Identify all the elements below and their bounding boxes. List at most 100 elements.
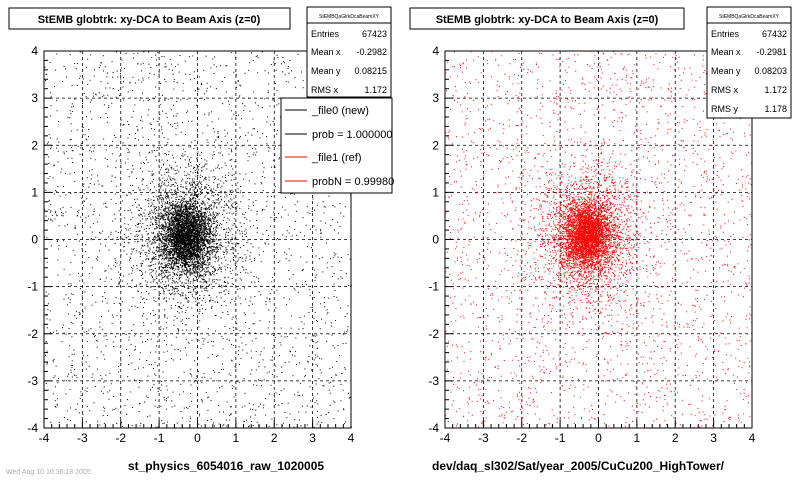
scatter-point [164, 63, 166, 65]
scatter-point [344, 316, 346, 318]
scatter-point [160, 273, 162, 275]
scatter-point [313, 317, 315, 319]
scatter-point [182, 230, 184, 232]
scatter-point [211, 305, 213, 307]
scatter-point [182, 213, 184, 215]
scatter-point [266, 200, 268, 202]
scatter-point [118, 281, 120, 283]
scatter-point [246, 218, 248, 220]
scatter-point [319, 328, 321, 330]
scatter-point [83, 331, 85, 333]
scatter-point [179, 233, 181, 235]
scatter-point [56, 241, 58, 243]
scatter-point [147, 375, 149, 377]
scatter-point [166, 252, 168, 254]
scatter-point [316, 365, 318, 367]
scatter-point [174, 161, 176, 163]
scatter-point [79, 313, 81, 315]
scatter-point [177, 290, 179, 292]
scatter-point [283, 297, 285, 299]
scatter-point [209, 234, 211, 236]
scatter-point [231, 242, 233, 244]
scatter-point [193, 71, 195, 73]
scatter-point [340, 307, 342, 309]
scatter-point [163, 225, 165, 227]
scatter-point [269, 124, 271, 126]
scatter-point [226, 338, 228, 340]
scatter-point [195, 377, 197, 379]
scatter-point [220, 196, 222, 198]
scatter-point [222, 154, 224, 156]
scatter-point [150, 188, 152, 190]
scatter-point [190, 211, 192, 213]
scatter-point [111, 314, 113, 316]
scatter-point [189, 79, 191, 81]
scatter-point [77, 145, 79, 147]
scatter-point [176, 227, 178, 229]
scatter-point [147, 114, 149, 116]
scatter-point [194, 166, 196, 168]
scatter-point [178, 211, 180, 213]
scatter-point [223, 252, 225, 254]
scatter-point [46, 350, 48, 352]
scatter-point [231, 248, 233, 250]
scatter-point [340, 269, 342, 271]
scatter-point [185, 338, 187, 340]
scatter-point [57, 161, 59, 163]
scatter-point [155, 206, 157, 208]
scatter-point [274, 365, 276, 367]
scatter-point [171, 344, 173, 346]
scatter-point [181, 294, 183, 296]
scatter-point [208, 251, 210, 253]
scatter-point [137, 130, 139, 132]
scatter-point [216, 272, 218, 274]
scatter-point [188, 247, 190, 249]
scatter-point [169, 219, 171, 221]
scatter-point [178, 250, 180, 252]
scatter-point [83, 355, 85, 357]
scatter-point [252, 246, 254, 248]
scatter-point [130, 233, 132, 235]
scatter-point [197, 195, 199, 197]
scatter-point [123, 246, 125, 248]
scatter-point [172, 207, 174, 209]
scatter-point [149, 212, 151, 214]
scatter-point [54, 400, 56, 402]
scatter-point [147, 258, 149, 260]
scatter-point [93, 208, 95, 210]
scatter-point [279, 260, 281, 262]
scatter-point [322, 201, 324, 203]
scatter-point [104, 66, 106, 68]
scatter-point [240, 357, 242, 359]
scatter-point [192, 249, 194, 251]
scatter-point [183, 192, 185, 194]
scatter-point [312, 306, 314, 308]
scatter-point [56, 330, 58, 332]
scatter-point [191, 221, 193, 223]
scatter-point [195, 250, 197, 252]
scatter-point [242, 260, 244, 262]
scatter-point [52, 177, 54, 179]
scatter-point [141, 315, 143, 317]
scatter-point [182, 215, 184, 217]
scatter-point [199, 298, 201, 300]
scatter-point [315, 383, 317, 385]
scatter-point [185, 406, 187, 408]
scatter-point [227, 314, 229, 316]
scatter-point [68, 373, 70, 375]
scatter-point [176, 265, 178, 267]
scatter-point [160, 282, 162, 284]
scatter-point [65, 294, 67, 296]
scatter-point [96, 340, 98, 342]
scatter-point [198, 313, 200, 315]
scatter-point [333, 283, 335, 285]
scatter-point [178, 204, 180, 206]
scatter-point [244, 72, 246, 74]
scatter-point [56, 138, 58, 140]
scatter-point [229, 230, 231, 232]
scatter-point [215, 88, 217, 90]
scatter-point [332, 205, 334, 207]
scatter-point [315, 229, 317, 231]
scatter-point [334, 401, 336, 403]
scatter-point [181, 195, 183, 197]
